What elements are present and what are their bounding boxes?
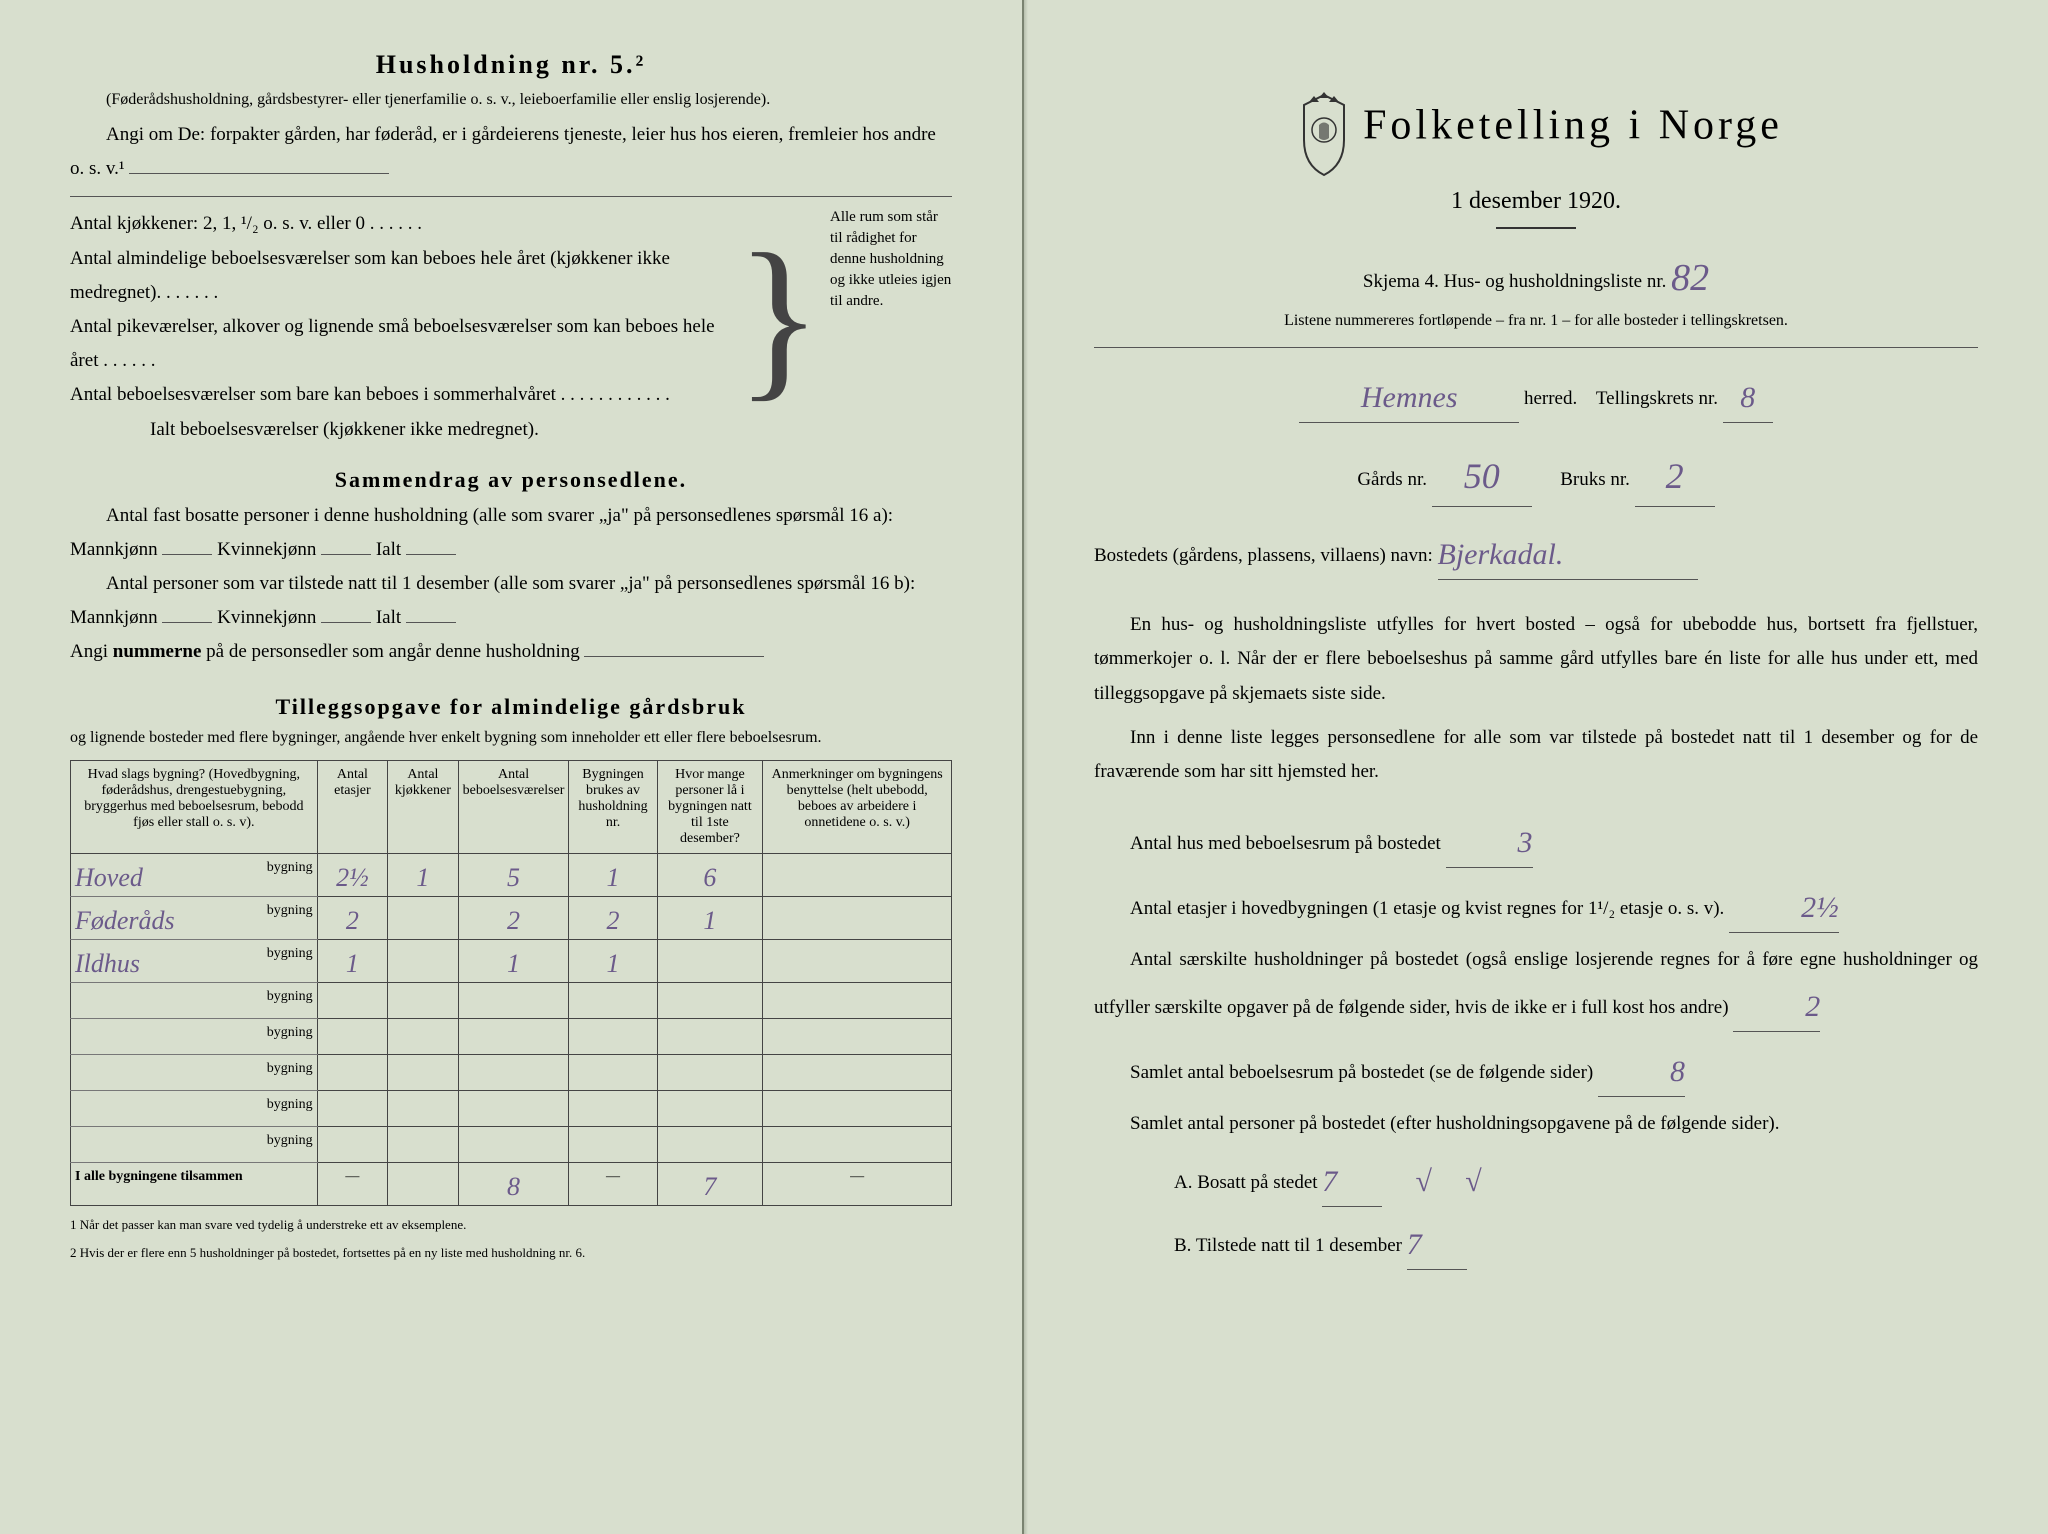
- s2-line2: Antal personer som var tilstede natt til…: [70, 567, 952, 635]
- q-personer: Samlet antal personer på bostedet (efter…: [1094, 1107, 1978, 1141]
- bruks-value: 2: [1666, 444, 1684, 509]
- s3-sub: og lignende bosteder med flere bygninger…: [70, 726, 952, 750]
- s2-line3: Angi nummerne på de personsedler som ang…: [70, 635, 952, 669]
- footnote-2: 2 Hvis der er flere enn 5 husholdninger …: [70, 1244, 952, 1262]
- census-date: 1 desember 1920.: [1094, 188, 1978, 215]
- q-rum: Samlet antal beboelsesrum på bostedet (s…: [1094, 1042, 1978, 1097]
- liste-nr: 82: [1671, 244, 1709, 312]
- bygning-name: Føderåds: [75, 906, 175, 936]
- q-hus-value: 3: [1482, 816, 1533, 870]
- title-block: Folketelling i Norge 1 desember 1920.: [1094, 90, 1978, 229]
- th-1: Antal etasjer: [317, 760, 387, 853]
- herred-line: Hemnes herred. Tellingskrets nr. 8: [1094, 368, 1978, 423]
- herred-value: Hemnes: [1361, 371, 1458, 425]
- table-total-row: I alle bygningene tilsammen — 8 — 7 —: [71, 1162, 952, 1205]
- gards-value: 50: [1464, 444, 1500, 509]
- table-header-row: Hvad slags bygning? (Hovedbygning, føder…: [71, 760, 952, 853]
- q-hush-value: 2: [1769, 980, 1820, 1034]
- th-6: Anmerkninger om bygningens benyttelse (h…: [763, 760, 952, 853]
- title-rule: [1496, 227, 1576, 229]
- main-title: Folketelling i Norge: [1363, 103, 1783, 149]
- q-rum-value: 8: [1634, 1045, 1685, 1099]
- q-kjokken: Antal kjøkkener: 2, 1, ¹/₂ o. s. v. elle…: [70, 207, 736, 241]
- bosted-line: Bostedets (gårdens, plassens, villaens) …: [1094, 525, 1978, 580]
- bygning-name: Hoved: [75, 863, 143, 893]
- q-b-value: 7: [1407, 1218, 1422, 1272]
- liste-note: Listene nummereres fortløpende – fra nr.…: [1094, 309, 1978, 333]
- bygning-name: Ildhus: [75, 949, 140, 979]
- section-sammendrag: Sammendrag av personsedlene.: [70, 467, 952, 493]
- table-row: bygning: [71, 1018, 952, 1054]
- divider: [70, 196, 952, 197]
- table-row: Føderåds bygning2221: [71, 896, 952, 939]
- th-2: Antal kjøkkener: [388, 760, 458, 853]
- q-ialt: Ialt beboelsesværelser (kjøkkener ikke m…: [70, 413, 736, 447]
- left-heading: Husholdning nr. 5.²: [70, 50, 952, 80]
- checkmark-icon: √: [1465, 1155, 1481, 1209]
- table-row: bygning: [71, 1054, 952, 1090]
- q-hus: Antal hus med beboelsesrum på bostedet 3: [1094, 813, 1978, 868]
- bosted-value: Bjerkadal.: [1438, 528, 1564, 582]
- s2-line1: Antal fast bosatte personer i denne hush…: [70, 499, 952, 567]
- skjema-line: Skjema 4. Hus- og husholdningsliste nr. …: [1094, 241, 1978, 309]
- side-note: Alle rum som står til rådighet for denne…: [822, 207, 952, 312]
- divider: [1094, 347, 1978, 348]
- q-a: A. Bosatt på stedet 7 √ √: [1174, 1152, 1978, 1207]
- q-a-value: 7: [1322, 1155, 1337, 1209]
- left-page: Husholdning nr. 5.² (Føderådshusholdning…: [0, 0, 1024, 1534]
- q-pike: Antal pikeværelser, alkover og lignende …: [70, 310, 736, 378]
- th-3: Antal beboelsesværelser: [458, 760, 569, 853]
- th-4: Bygningen brukes av husholdning nr.: [569, 760, 657, 853]
- table-row: Hoved bygning2½1516: [71, 853, 952, 896]
- q-b: B. Tilstede natt til 1 desember 7: [1174, 1215, 1978, 1270]
- th-5: Hvor mange personer lå i bygningen natt …: [657, 760, 763, 853]
- brace-icon: }: [736, 227, 822, 407]
- left-sub1: (Føderådshusholdning, gårdsbestyrer- ell…: [70, 88, 952, 112]
- para2: Inn i denne liste legges personsedlene f…: [1094, 721, 1978, 789]
- table-row: Ildhus bygning111: [71, 939, 952, 982]
- kitchen-block: Antal kjøkkener: 2, 1, ¹/₂ o. s. v. elle…: [70, 207, 952, 446]
- q-etasjer: Antal etasjer i hovedbygningen (1 etasje…: [1094, 878, 1978, 933]
- q-et-value: 2½: [1765, 881, 1839, 935]
- right-page: Folketelling i Norge 1 desember 1920. Sk…: [1024, 0, 2048, 1534]
- bygning-table: Hvad slags bygning? (Hovedbygning, føder…: [70, 760, 952, 1206]
- para1: En hus- og husholdningsliste utfylles fo…: [1094, 608, 1978, 711]
- q-husholdninger: Antal særskilte husholdninger på bostede…: [1094, 943, 1978, 1032]
- gards-line: Gårds nr. 50 Bruks nr. 2: [1094, 441, 1978, 507]
- coat-of-arms-icon: [1289, 90, 1359, 180]
- checkmark-icon: √: [1416, 1155, 1432, 1209]
- q-sommer: Antal beboelsesværelser som bare kan beb…: [70, 378, 736, 412]
- table-row: bygning: [71, 982, 952, 1018]
- blank-line: [129, 173, 389, 174]
- krets-value: 8: [1740, 371, 1755, 425]
- left-sub2: Angi om De: forpakter gården, har føderå…: [70, 118, 952, 186]
- table-row: bygning: [71, 1126, 952, 1162]
- footnote-1: 1 Når det passer kan man svare ved tydel…: [70, 1216, 952, 1234]
- table-row: bygning: [71, 1090, 952, 1126]
- section-tillegg: Tilleggsopgave for almindelige gårdsbruk: [70, 694, 952, 720]
- th-0: Hvad slags bygning? (Hovedbygning, føder…: [71, 760, 318, 853]
- q-alm: Antal almindelige beboelsesværelser som …: [70, 242, 736, 310]
